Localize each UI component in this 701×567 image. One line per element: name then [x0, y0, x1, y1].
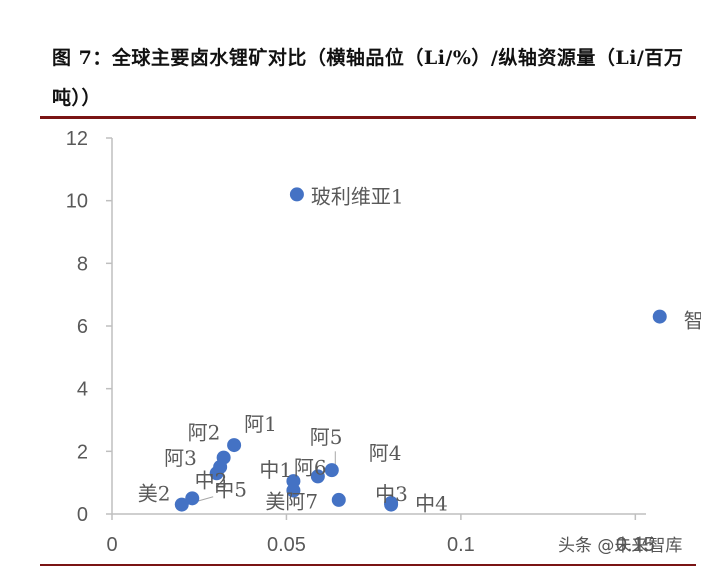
- x-tick-label: 0.1: [447, 534, 475, 556]
- x-tick-label: 0: [106, 534, 117, 556]
- data-point-label: 阿6: [294, 455, 327, 479]
- data-point-label: 玻利维亚1: [311, 184, 404, 208]
- data-point: [227, 438, 242, 453]
- data-point: [286, 483, 301, 498]
- figure-title: 图 7：全球主要卤水锂矿对比（横轴品位（Li/%）/纵轴资源量（Li/百万吨））: [52, 47, 684, 109]
- data-point: [289, 187, 304, 202]
- bottom-rule: [40, 564, 696, 566]
- x-tick-label: 0.05: [267, 534, 306, 556]
- y-tick-label: 2: [77, 441, 88, 463]
- data-point-label: 中5: [214, 477, 247, 501]
- data-point-label: 阿3: [164, 446, 197, 470]
- data-point: [384, 497, 399, 512]
- data-point-label: 阿4: [369, 441, 402, 465]
- data-point-label: 智利1: [684, 309, 701, 333]
- data-point: [185, 491, 200, 506]
- data-point-label: 中2: [195, 468, 228, 492]
- data-point: [324, 463, 339, 478]
- data-point-label: 阿2: [188, 421, 221, 445]
- data-point-label: 阿5: [310, 425, 343, 449]
- data-points: [174, 187, 667, 512]
- y-tick-label: 6: [77, 316, 88, 338]
- data-point-label: 美阿7: [265, 490, 318, 514]
- data-point: [331, 492, 346, 507]
- data-point-label: 阿1: [244, 412, 277, 436]
- y-tick-label: 10: [66, 191, 88, 213]
- data-point: [209, 466, 224, 481]
- axes: [106, 137, 646, 520]
- y-tick-label: 4: [77, 379, 88, 401]
- data-point: [652, 309, 667, 324]
- x-tick-labels: 0 0.05 0.1 0.15: [106, 534, 654, 556]
- data-point: [310, 469, 325, 484]
- data-point-label: 美2: [138, 482, 171, 506]
- top-rule: [40, 116, 696, 119]
- data-point-label: 中3: [375, 482, 408, 506]
- data-point-label: 中4: [415, 492, 448, 516]
- y-tick-label: 12: [66, 128, 88, 150]
- watermark: 头条 @未来智库: [558, 536, 683, 556]
- y-tick-label: 0: [77, 504, 88, 526]
- x-tick-label: 0.15: [616, 534, 655, 556]
- y-tick-labels: 0 2 4 6 8 10 12: [66, 128, 88, 526]
- y-tick-label: 8: [77, 253, 88, 275]
- data-point-label: 中1: [259, 458, 292, 482]
- data-point: [174, 497, 189, 512]
